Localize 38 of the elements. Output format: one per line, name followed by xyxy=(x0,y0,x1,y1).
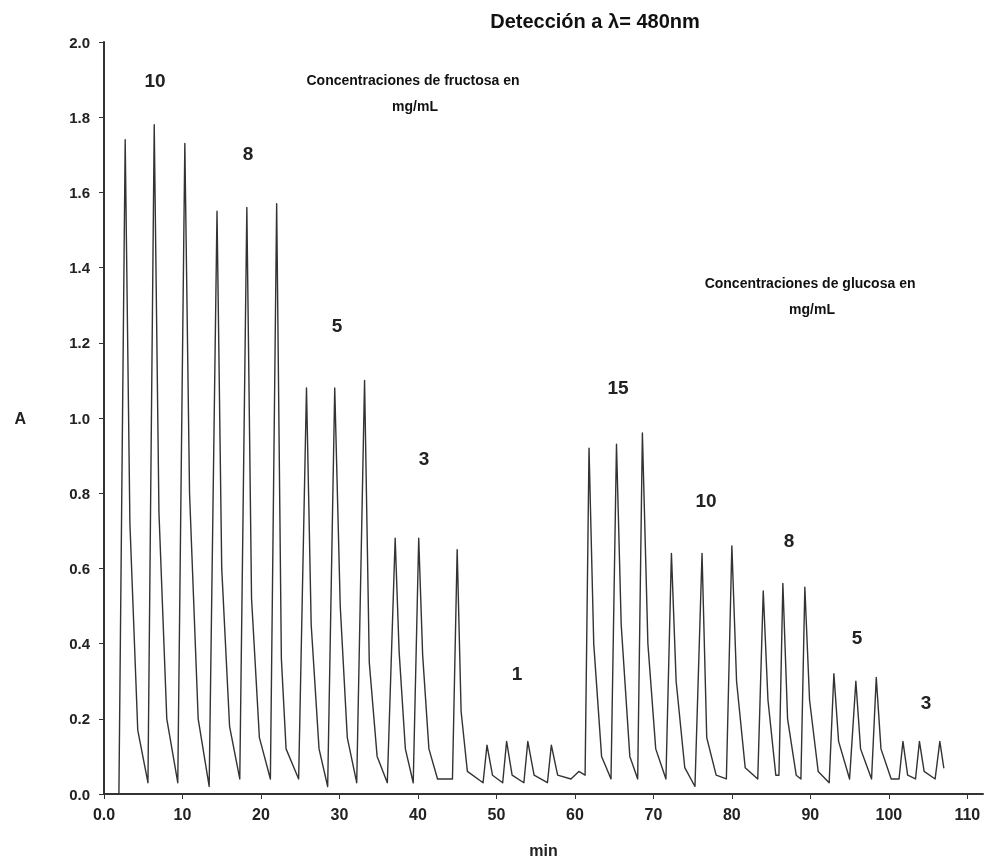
annotation: 10 xyxy=(144,69,166,91)
annotation: 10 xyxy=(695,489,717,511)
chart-title: Detección a λ= 480nm xyxy=(490,10,700,32)
y-tick-label: 1.8 xyxy=(69,108,90,126)
y-tick-label: 0.6 xyxy=(69,559,90,577)
annotation: 3 xyxy=(418,447,430,469)
y-tick-label: 1.0 xyxy=(69,409,90,427)
x-tick-label: 70 xyxy=(644,805,663,823)
x-tick-label: 110 xyxy=(954,805,981,823)
y-tick-label: 1.2 xyxy=(69,334,90,352)
x-axis-title: min xyxy=(529,841,558,859)
x-tick-label: 50 xyxy=(487,805,506,823)
y-tick-label: 2.0 xyxy=(69,33,90,51)
annotation: 15 xyxy=(607,376,629,398)
annotation: 1 xyxy=(511,662,523,684)
annotation: 5 xyxy=(331,314,343,336)
y-tick-label: 1.6 xyxy=(69,183,90,201)
x-tick-label: 80 xyxy=(722,805,741,823)
y-tick-label: 0.4 xyxy=(69,635,91,653)
y-tick-label: 1.4 xyxy=(69,259,91,277)
annotation: Concentraciones de fructosa en mg/mL xyxy=(306,72,524,114)
x-tick-label: 20 xyxy=(252,805,270,823)
annotation: Concentraciones de glucosa en mg/mL xyxy=(704,275,920,317)
y-tick-label: 0.2 xyxy=(69,710,90,728)
x-tick-label: 40 xyxy=(409,805,427,823)
annotation: 3 xyxy=(920,691,932,713)
y-tick-label: 0.8 xyxy=(69,484,90,502)
x-tick-label: 30 xyxy=(330,805,349,823)
annotation: 5 xyxy=(851,626,863,648)
annotation: 8 xyxy=(242,142,254,164)
x-tick-label: 60 xyxy=(565,805,584,823)
x-tick-label: 10 xyxy=(173,805,192,823)
annotation: 8 xyxy=(783,529,795,551)
x-tick-label: 90 xyxy=(801,805,820,823)
x-tick-label: 0.0 xyxy=(92,805,116,823)
y-tick-label: 0.0 xyxy=(69,785,90,803)
y-axis-title: A xyxy=(14,409,27,427)
x-tick-label: 100 xyxy=(875,805,903,823)
